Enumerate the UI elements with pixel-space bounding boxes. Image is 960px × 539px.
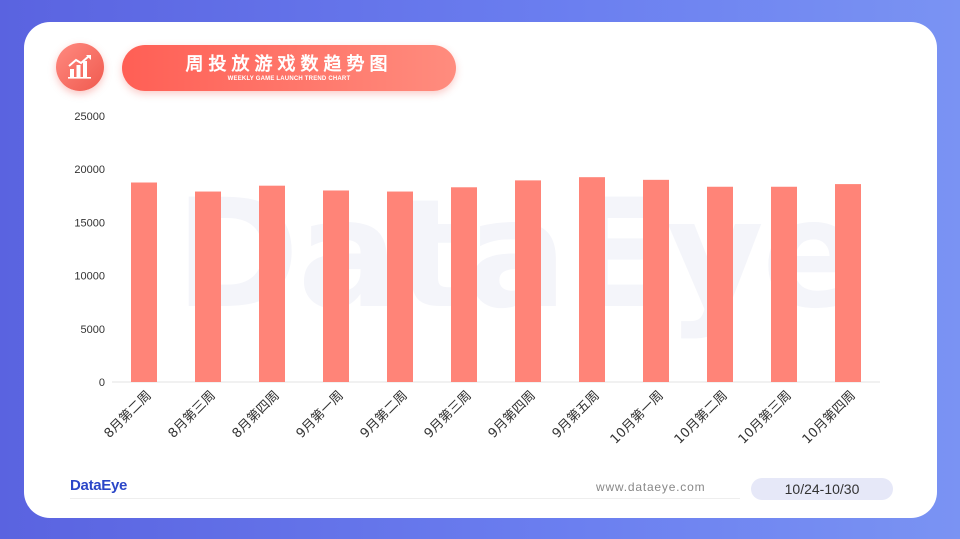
y-tick-label: 20000: [74, 164, 105, 176]
bar: [323, 190, 349, 382]
website-url: www.dataeye.com: [596, 480, 706, 494]
chart-logo: [56, 43, 104, 91]
chart-subtitle: WEEKLY GAME LAUNCH TREND CHART: [227, 76, 351, 82]
y-tick-label: 15000: [74, 217, 105, 229]
bar-chart-trend-icon: [68, 55, 91, 79]
x-tick-label: 9月第四周: [486, 388, 539, 441]
bar: [579, 177, 605, 382]
x-tick-label: 9月第二周: [358, 388, 411, 441]
bar: [515, 180, 541, 382]
date-range-badge: 10/24-10/30: [751, 478, 893, 500]
bar: [771, 186, 797, 382]
bar: [707, 186, 733, 382]
x-tick-label: 8月第四周: [230, 388, 283, 441]
x-tick-label: 9月第一周: [294, 388, 347, 441]
bar: [835, 184, 861, 382]
bar: [387, 191, 413, 382]
bar: [195, 191, 221, 382]
bar: [451, 187, 477, 382]
brand-logo: DataEye: [70, 477, 128, 494]
x-tick-label: 10月第四周: [800, 388, 859, 447]
y-tick-label: 5000: [81, 324, 105, 336]
y-tick-label: 10000: [74, 271, 105, 283]
y-tick-label: 25000: [74, 111, 105, 123]
x-tick-label: 9月第三周: [422, 388, 475, 441]
bar: [259, 185, 285, 382]
x-tick-label: 8月第三周: [166, 388, 219, 441]
x-tick-label: 10月第三周: [736, 388, 795, 447]
chart-title: 周投放游戏数趋势图: [185, 54, 393, 75]
x-tick-label: 10月第二周: [672, 388, 731, 447]
x-tick-label: 10月第一周: [608, 388, 667, 447]
bar: [643, 179, 669, 382]
title-banner: 周投放游戏数趋势图 WEEKLY GAME LAUNCH TREND CHART: [122, 45, 456, 91]
footer-divider: [70, 498, 740, 499]
y-tick-label: 0: [99, 377, 105, 389]
bar: [131, 182, 157, 382]
x-tick-label: 9月第五周: [550, 388, 603, 441]
x-tick-label: 8月第二周: [102, 388, 155, 441]
